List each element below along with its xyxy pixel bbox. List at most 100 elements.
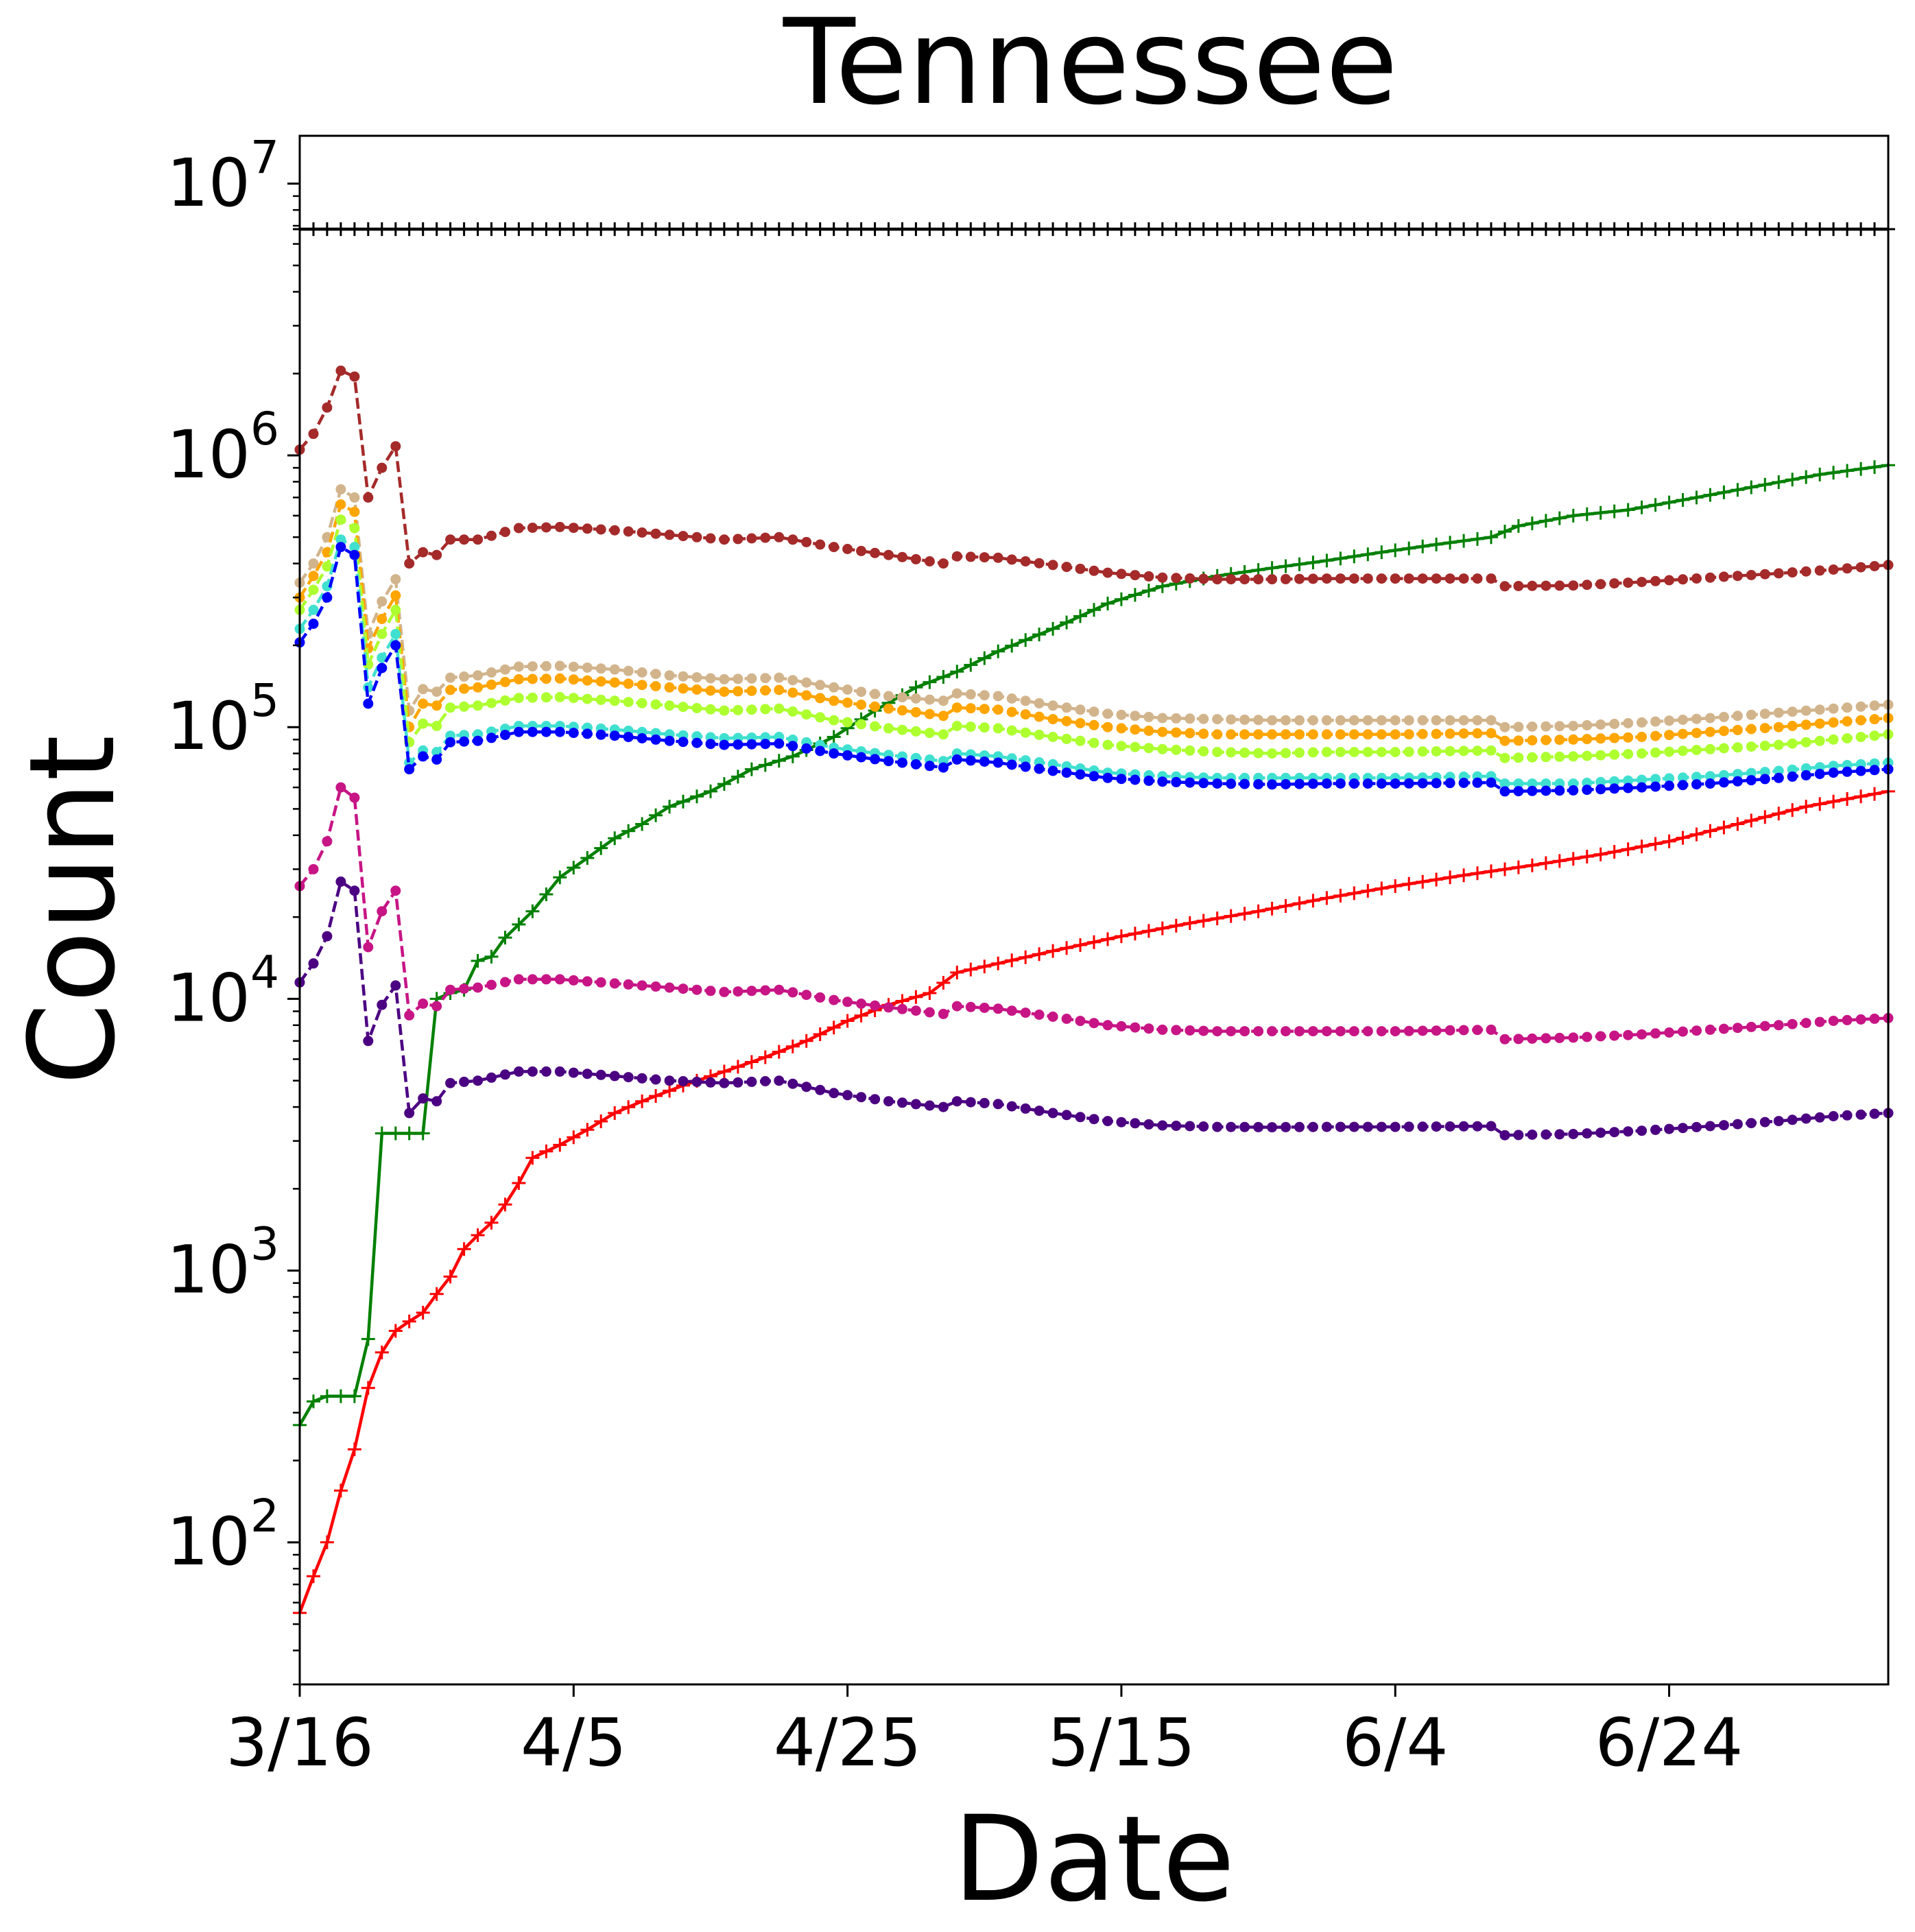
data-point [730, 770, 745, 784]
data-point [787, 706, 798, 717]
data-point [1253, 1026, 1264, 1037]
data-point [1185, 777, 1196, 788]
data-point [760, 685, 771, 696]
data-point [815, 693, 826, 704]
data-point [1047, 714, 1058, 725]
data-point [431, 687, 442, 697]
data-point [1198, 713, 1209, 724]
data-point [1006, 693, 1017, 704]
data-point [774, 672, 785, 683]
data-point [1814, 704, 1825, 715]
data-point [664, 735, 675, 746]
data-point [1566, 508, 1580, 523]
data-point [856, 719, 867, 730]
data-point [1348, 1026, 1359, 1037]
series-3 [294, 366, 1894, 592]
y-tick-exponent: 4 [250, 946, 279, 999]
data-point [1634, 500, 1649, 514]
data-point [1499, 752, 1510, 763]
data-point [1101, 932, 1115, 946]
data-point [1854, 789, 1868, 804]
data-point [1513, 1034, 1524, 1045]
data-point [938, 1101, 949, 1112]
data-point [1486, 728, 1497, 739]
data-point [1034, 729, 1045, 740]
data-point [746, 986, 757, 997]
data-point [650, 681, 661, 691]
data-point [829, 715, 840, 726]
data-point [719, 739, 730, 750]
plot-frame [298, 134, 1890, 1686]
data-point [347, 222, 361, 237]
data-point [1513, 786, 1524, 797]
data-point [513, 523, 524, 534]
data-point [924, 694, 935, 705]
data-point [842, 750, 853, 761]
data-point [1102, 721, 1113, 732]
data-point [938, 695, 949, 706]
data-point [513, 726, 524, 737]
data-point [567, 1130, 581, 1145]
data-point [1362, 715, 1373, 726]
data-point [1253, 779, 1264, 789]
data-point [1443, 222, 1458, 237]
data-point [402, 1126, 416, 1141]
data-point [1116, 1021, 1127, 1031]
data-point [772, 1045, 786, 1059]
data-point [719, 986, 730, 997]
data-point [1292, 222, 1307, 237]
data-point [733, 686, 744, 697]
data-point [1267, 1026, 1278, 1037]
series-8 [294, 542, 1894, 797]
data-point [554, 974, 565, 985]
data-point [1034, 711, 1045, 722]
data-point [909, 680, 923, 695]
data-point [992, 691, 1003, 702]
data-point [1486, 715, 1497, 726]
data-point [1595, 733, 1606, 744]
data-point [1143, 711, 1154, 722]
data-point [1429, 872, 1444, 887]
data-point [1704, 572, 1715, 583]
data-point [1443, 870, 1458, 885]
data-point [1335, 1121, 1346, 1132]
data-point [1582, 1128, 1593, 1139]
data-point [1554, 785, 1565, 796]
data-point [1800, 705, 1811, 716]
data-point [1458, 746, 1469, 756]
data-point [1390, 729, 1401, 740]
data-point [1623, 749, 1634, 759]
data-point [909, 990, 923, 1004]
data-point [1143, 1023, 1154, 1034]
data-point [1171, 727, 1182, 738]
data-point [1689, 490, 1704, 505]
data-point [1785, 803, 1800, 818]
data-point [335, 534, 346, 545]
data-point [1444, 1025, 1455, 1036]
data-point [1525, 222, 1539, 237]
data-point [1637, 774, 1648, 785]
data-point [691, 737, 702, 748]
data-point [1566, 222, 1580, 237]
data-point [1662, 834, 1676, 848]
data-point [307, 1569, 320, 1584]
data-point [897, 692, 907, 703]
data-point [1582, 720, 1593, 730]
data-point [1842, 563, 1853, 574]
data-point [1623, 718, 1634, 728]
data-point [527, 673, 538, 684]
data-point [1388, 879, 1403, 893]
data-point [1198, 778, 1209, 789]
data-point [347, 1442, 361, 1457]
data-point [924, 556, 935, 567]
data-point [431, 1096, 442, 1107]
data-point [1678, 772, 1688, 783]
data-point [1375, 545, 1389, 560]
data-point [881, 222, 896, 237]
data-point [1128, 927, 1142, 941]
data-point [1155, 222, 1169, 237]
data-point [1678, 715, 1688, 725]
data-point [390, 629, 401, 639]
data-point [924, 1100, 935, 1111]
data-point [1593, 222, 1608, 237]
